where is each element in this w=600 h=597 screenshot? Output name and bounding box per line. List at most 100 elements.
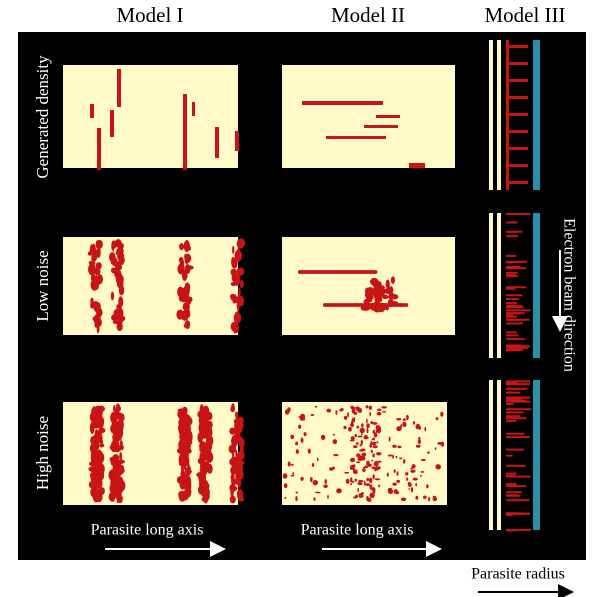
blob (287, 461, 291, 467)
blob (506, 397, 522, 400)
image-panel (282, 237, 455, 335)
blob (355, 469, 358, 475)
blob (91, 243, 96, 255)
blob (356, 303, 361, 307)
blob (356, 425, 360, 429)
blob (91, 437, 94, 450)
blob (370, 303, 375, 307)
blob (206, 488, 210, 495)
blob (236, 459, 244, 469)
image-panel (282, 65, 455, 168)
blob (506, 338, 525, 341)
blob (369, 412, 372, 416)
blob (434, 447, 437, 450)
axis-label: Parasite radius (471, 566, 565, 583)
blob (378, 484, 381, 488)
blob (284, 496, 287, 499)
blob (415, 444, 421, 448)
model-iii-strips (489, 40, 540, 532)
blob (204, 461, 208, 471)
blob (119, 452, 123, 461)
blob (506, 96, 528, 99)
strip (497, 213, 501, 358)
blob (372, 474, 375, 480)
blob (372, 445, 378, 449)
row-label: Generated density (33, 55, 52, 179)
blob (295, 496, 298, 502)
blob (506, 309, 531, 312)
blob (343, 415, 348, 420)
blob (506, 286, 526, 289)
blob (184, 469, 192, 474)
blob (337, 303, 341, 307)
blob (290, 434, 295, 439)
blob (116, 277, 124, 289)
blob (506, 472, 517, 475)
blob (292, 472, 295, 475)
blob (373, 303, 378, 307)
blob (199, 445, 207, 454)
blob (506, 464, 526, 467)
blob (88, 260, 96, 266)
blob (316, 457, 319, 462)
blob (372, 489, 376, 494)
blob (329, 467, 334, 471)
blob (95, 262, 102, 270)
blob (347, 426, 352, 432)
blob (506, 304, 523, 307)
blob (392, 482, 397, 486)
blob (410, 467, 413, 470)
blob (340, 408, 344, 411)
blob (178, 491, 184, 498)
blob (118, 476, 122, 481)
blob (396, 479, 401, 483)
blob (114, 308, 121, 319)
blob (365, 483, 371, 487)
blob (418, 436, 421, 440)
blob (179, 243, 184, 251)
blob (115, 263, 123, 271)
blob (506, 491, 522, 494)
blob (375, 306, 382, 312)
blob (334, 303, 339, 307)
blob (506, 485, 527, 488)
blob (371, 438, 374, 441)
blob (201, 496, 208, 502)
blob (182, 294, 186, 301)
blob (506, 271, 518, 274)
blob (392, 444, 397, 448)
blob (94, 469, 102, 475)
blob (96, 477, 103, 489)
blob (365, 405, 369, 409)
blob (393, 489, 399, 494)
blob (361, 432, 363, 436)
blob (96, 410, 103, 422)
blob (379, 287, 386, 297)
blob (506, 380, 531, 383)
column-header: Model I (116, 3, 183, 27)
blob (357, 482, 363, 486)
blob (184, 263, 191, 275)
blob (381, 303, 386, 307)
column-header: Model II (331, 3, 405, 27)
blob (181, 406, 188, 415)
blob (314, 405, 317, 408)
blob (229, 457, 236, 466)
blob (323, 484, 328, 489)
blob (348, 303, 353, 307)
blob (353, 445, 358, 449)
blob (349, 465, 354, 471)
blob (369, 484, 373, 490)
blob (369, 477, 373, 484)
blob (93, 267, 96, 272)
blob (298, 424, 302, 429)
blob (376, 411, 382, 416)
blob (205, 434, 214, 447)
blob (372, 422, 378, 425)
blob (506, 432, 525, 435)
blob (506, 164, 528, 167)
blob (387, 487, 393, 493)
blob (343, 425, 347, 430)
blob (315, 491, 321, 494)
blob (115, 403, 121, 411)
